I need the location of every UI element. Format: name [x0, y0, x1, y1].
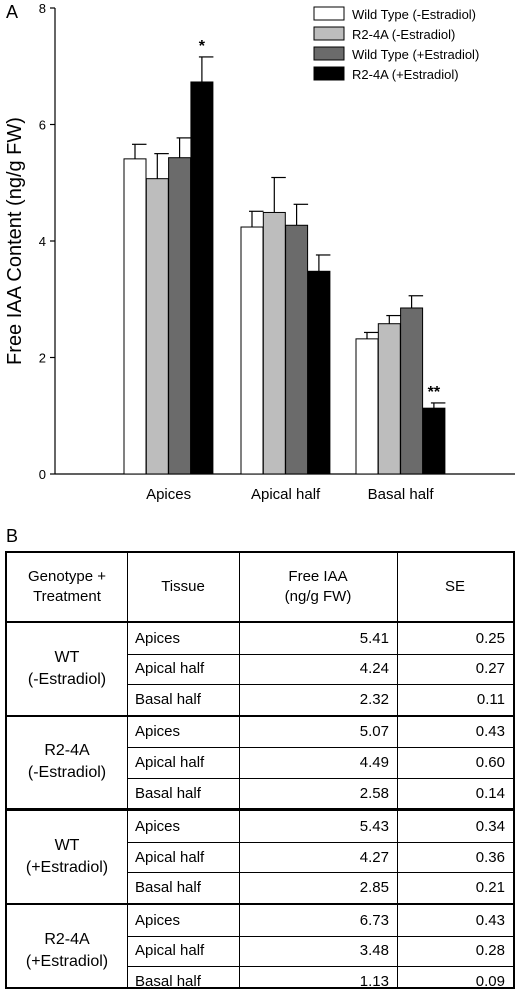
- tissue-cell: Apices: [135, 911, 181, 929]
- legend-swatch: [313, 26, 345, 41]
- bar: [400, 307, 424, 475]
- tissue-cell: Apical half: [135, 753, 205, 771]
- tissue-cell: Apices: [135, 723, 181, 741]
- free-iaa-cell: 4.27: [359, 848, 389, 866]
- panel-b-label: B: [6, 526, 19, 546]
- table-row-divider: [127, 684, 513, 686]
- tissue-cell: Basal half: [135, 879, 201, 897]
- bar: [190, 81, 214, 475]
- table-row-divider: [127, 935, 513, 937]
- tissue-cell: Apical half: [135, 942, 205, 960]
- se-cell: 0.43: [475, 911, 505, 929]
- se-cell: 0.21: [475, 879, 505, 897]
- legend-label: Wild Type (+Estradiol): [352, 47, 479, 62]
- free-iaa-cell: 6.73: [359, 911, 389, 929]
- significance-marker: *: [199, 38, 206, 55]
- x-category-label: Apical half: [251, 486, 321, 503]
- bar-chart: 0 2 4 6 8 Free IAA Content (ng/g FW) Apices Api…: [4, 1, 515, 503]
- se-cell: 0.14: [475, 784, 505, 802]
- table-row-divider: [127, 841, 513, 843]
- bar: [377, 323, 401, 475]
- y-tick-label: 6: [39, 118, 46, 133]
- bar: [285, 224, 309, 475]
- table-row-divider: [127, 966, 513, 968]
- se-cell: 0.09: [475, 972, 505, 990]
- bar: [240, 226, 264, 475]
- bar: [262, 211, 286, 475]
- y-tick-label: 8: [39, 1, 46, 16]
- table-col-divider: [127, 553, 128, 987]
- bar: [422, 407, 446, 475]
- legend-label: Wild Type (-Estradiol): [352, 7, 476, 22]
- bar: [168, 157, 192, 475]
- bar: [145, 178, 169, 475]
- tissue-cell: Basal half: [135, 690, 201, 708]
- significance-marker: **: [428, 384, 441, 401]
- bar: [307, 270, 331, 475]
- tissue-cell: Apical half: [135, 848, 205, 866]
- y-tick-label: 0: [39, 467, 46, 482]
- free-iaa-cell: 2.85: [359, 879, 389, 897]
- table-row-divider: [127, 747, 513, 749]
- free-iaa-cell: 3.48: [359, 942, 389, 960]
- free-iaa-cell: 5.07: [359, 723, 389, 741]
- group-label: WT (-Estradiol): [27, 648, 107, 688]
- se-cell: 0.43: [475, 723, 505, 741]
- se-cell: 0.60: [475, 753, 505, 771]
- table-col-divider: [239, 553, 240, 987]
- group-label: R2-4A (-Estradiol): [27, 742, 107, 782]
- header-free-iaa: Free IAA (ng/g FW): [284, 568, 352, 605]
- se-cell: 0.27: [475, 660, 505, 678]
- y-axis-label: Free IAA Content (ng/g FW): [4, 117, 26, 365]
- header-genotype-treatment: Genotype + Treatment: [28, 568, 106, 605]
- tissue-cell: Apical half: [135, 660, 205, 678]
- free-iaa-cell: 5.41: [359, 629, 389, 647]
- header-tissue: Tissue: [161, 578, 205, 595]
- se-cell: 0.28: [475, 942, 505, 960]
- se-cell: 0.36: [475, 848, 505, 866]
- free-iaa-cell: 4.24: [359, 660, 389, 678]
- table-row-divider: [7, 621, 513, 623]
- group-label: WT (+Estradiol): [25, 837, 109, 877]
- free-iaa-cell: 4.49: [359, 753, 389, 771]
- header-se: SE: [444, 578, 465, 595]
- se-cell: 0.34: [475, 818, 505, 836]
- free-iaa-cell: 5.43: [359, 818, 389, 836]
- tissue-cell: Basal half: [135, 972, 201, 990]
- tissue-cell: Apices: [135, 818, 181, 836]
- bar: [123, 158, 147, 475]
- table-row-divider: [127, 653, 513, 655]
- table-row-divider: [7, 902, 513, 905]
- tissue-cell: Apices: [135, 629, 181, 647]
- table-col-divider: [397, 553, 398, 987]
- se-cell: 0.11: [476, 690, 505, 708]
- table-row-divider: [127, 872, 513, 874]
- se-cell: 0.25: [475, 629, 505, 647]
- group-label: R2-4A (+Estradiol): [25, 930, 109, 970]
- table-row-divider: [7, 714, 513, 717]
- legend-swatch: [313, 46, 345, 61]
- table-row-divider: [7, 808, 513, 812]
- legend-label: R2-4A (+Estradiol): [352, 67, 459, 82]
- table-row-divider: [127, 777, 513, 779]
- x-category-label: Basal half: [368, 486, 435, 503]
- legend-label: R2-4A (-Estradiol): [352, 27, 455, 42]
- y-tick-label: 4: [39, 234, 46, 249]
- x-category-label: Apices: [146, 486, 191, 503]
- free-iaa-cell: 2.58: [359, 784, 389, 802]
- free-iaa-cell: 1.13: [359, 972, 389, 990]
- tissue-cell: Basal half: [135, 784, 201, 802]
- legend-swatch: [313, 66, 345, 81]
- panel-a-label: A: [6, 2, 19, 22]
- y-tick-label: 2: [39, 351, 46, 366]
- legend-swatch: [313, 6, 345, 21]
- data-table: Genotype + Treatment Tissue Free IAA (ng/g F…: [5, 551, 515, 990]
- free-iaa-cell: 2.32: [359, 690, 389, 708]
- bar: [355, 338, 379, 475]
